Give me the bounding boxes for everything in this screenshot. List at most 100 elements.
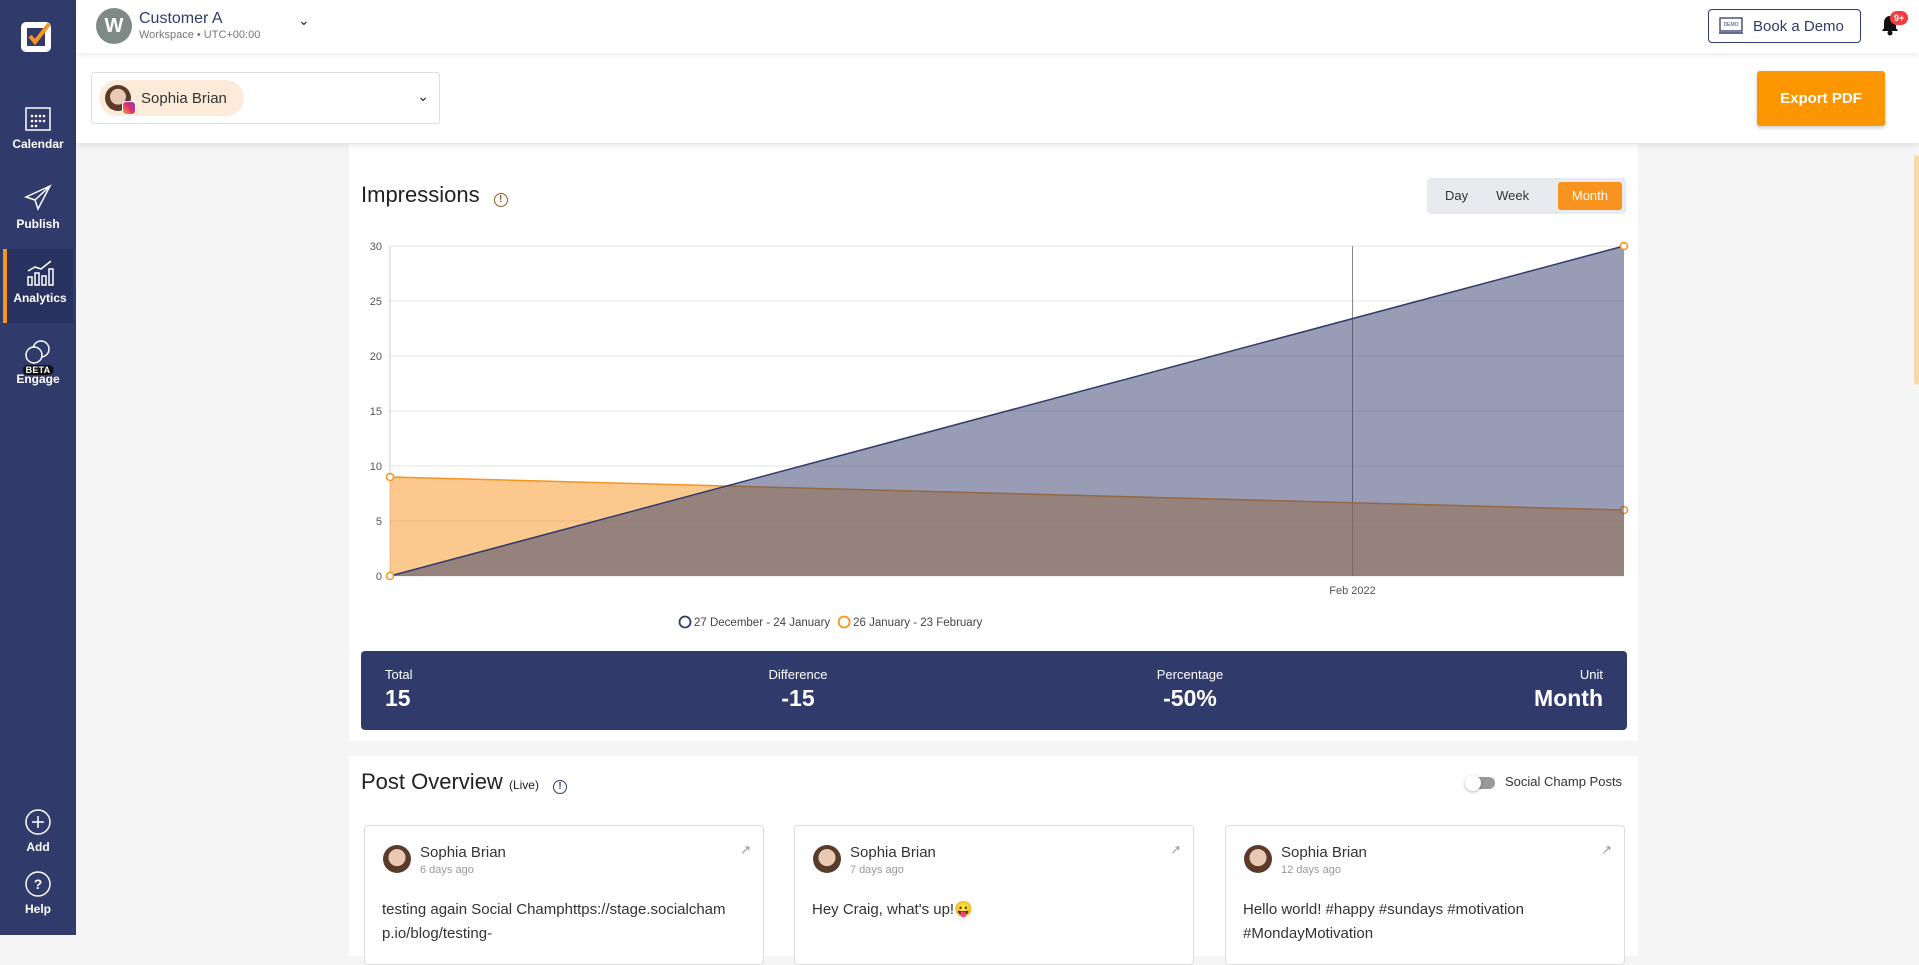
x-tick-label: Feb 2022 (1329, 585, 1375, 597)
profile-select[interactable]: Sophia Brian ⌄ (91, 72, 440, 124)
help-label: Help (24, 902, 51, 916)
y-tick-label: 10 (370, 461, 382, 473)
post-author: Sophia Brian (1281, 844, 1367, 861)
engage-icon-wrap: BETA (21, 338, 55, 375)
tab-month[interactable]: Month (1557, 182, 1622, 210)
y-tick-label: 30 (370, 241, 382, 253)
post-time: 12 days ago (1281, 864, 1341, 876)
notification-badge: 9+ (1890, 11, 1909, 25)
add-label: Add (26, 840, 50, 854)
sidebar-item-label: Publish (16, 217, 60, 231)
legend-label: 27 December - 24 January (694, 617, 830, 629)
summary-label: Difference (768, 667, 828, 682)
post-time: 7 days ago (850, 864, 904, 876)
plus-circle-icon (25, 809, 51, 835)
legend-marker (678, 615, 692, 629)
post-time: 6 days ago (420, 864, 474, 876)
data-point (385, 472, 395, 482)
chevron-down-icon[interactable]: ⌄ (298, 12, 310, 28)
sidebar-item-label: Engage (16, 372, 60, 386)
post-text: testing again Social Champhttps://stage.… (382, 901, 726, 942)
book-demo-button[interactable]: DEMO Book a Demo (1708, 9, 1861, 43)
info-icon[interactable]: ! (553, 780, 568, 794)
sidebar-item-label: Calendar (12, 137, 64, 151)
chat-bubbles-icon (25, 340, 50, 364)
y-tick-label: 5 (376, 516, 382, 528)
y-tick-label: 25 (370, 296, 382, 308)
summary-label: Total (385, 667, 413, 682)
impressions-chart: 0 5 10 15 20 25 30 Feb 2022 27 December - 24 Jan… (370, 241, 1629, 629)
summary-difference: Difference -15 (743, 667, 853, 712)
summary-label: Percentage (1156, 667, 1224, 682)
post-card[interactable]: Sophia Brian 7 days ago ↗ Hey Craig, wha… (794, 825, 1194, 965)
series-line (389, 245, 1625, 577)
post-text: Hey Craig, what's up!😛 (812, 901, 973, 918)
summary-value: -15 (781, 685, 815, 711)
help-button[interactable]: ? Help (0, 862, 76, 938)
external-link-icon[interactable]: ↗ (1601, 842, 1612, 857)
summary-value: Month (1534, 685, 1603, 711)
social-champ-posts-toggle[interactable] (1465, 775, 1495, 791)
post-overview-card: Post Overview (Live) ! Social Champ Post… (349, 756, 1638, 965)
info-icon[interactable]: ! (493, 193, 508, 207)
y-tick-label: 15 (370, 406, 382, 418)
summary-bar: Total 15 Difference -15 Percentage -50% Uni… (361, 651, 1627, 730)
workspace-avatar[interactable]: W (96, 8, 132, 44)
chevron-down-icon[interactable]: ⌄ (417, 88, 429, 104)
svg-text:DEMO: DEMO (1724, 22, 1739, 28)
period-tabs: Day Week Month (1427, 178, 1626, 214)
tab-day[interactable]: Day (1445, 188, 1469, 203)
impressions-card: Impressions ! Day Week Month 0 5 10 15 20 25 3… (349, 144, 1638, 741)
impressions-section-title: Impressions ! (361, 182, 508, 208)
legend-label: 26 January - 23 February (853, 617, 982, 629)
scrollbar[interactable] (1914, 155, 1919, 385)
data-point (385, 571, 395, 581)
summary-unit: Unit Month (1534, 667, 1603, 712)
add-button[interactable]: Add (0, 800, 76, 876)
export-pdf-button[interactable]: Export PDF (1757, 71, 1885, 126)
profile-chip[interactable]: Sophia Brian (99, 80, 244, 116)
impressions-title: Impressions (361, 182, 480, 207)
y-tick-label: 20 (370, 351, 382, 363)
profile-name: Sophia Brian (141, 89, 227, 107)
sidebar-item-calendar[interactable]: Calendar (0, 95, 76, 171)
filter-bar: Sophia Brian ⌄ Export PDF (76, 53, 1919, 143)
sidebar-item-publish[interactable]: Publish (0, 175, 76, 251)
calendar-icon (25, 107, 51, 131)
post-card[interactable]: Sophia Brian 12 days ago ↗ Hello world! … (1225, 825, 1625, 965)
live-label: (Live) (508, 778, 539, 792)
post-author: Sophia Brian (850, 844, 936, 861)
svg-text:?: ? (34, 876, 43, 892)
workspace-subtitle: Workspace • UTC+00:00 (139, 29, 261, 41)
sidebar-item-engage[interactable]: BETA Engage (0, 330, 76, 406)
tab-week[interactable]: Week (1496, 188, 1530, 203)
external-link-icon[interactable]: ↗ (1170, 842, 1181, 857)
workspace-name[interactable]: Customer A (139, 10, 223, 27)
sidebar: Calendar Publish Analytics BETA Engage A… (0, 0, 76, 935)
top-bar: W Customer A Workspace • UTC+00:00 ⌄ DEM… (76, 0, 1919, 53)
beta-badge: BETA (22, 365, 54, 375)
demo-screen-icon: DEMO (1719, 17, 1743, 34)
book-demo-label: Book a Demo (1753, 17, 1844, 35)
analytics-icon (27, 260, 54, 286)
app-logo[interactable] (18, 16, 58, 56)
sidebar-item-analytics[interactable]: Analytics (3, 249, 73, 323)
post-card[interactable]: Sophia Brian 6 days ago ↗ testing again … (364, 825, 764, 965)
summary-percentage: Percentage -50% (1135, 667, 1245, 712)
post-overview-heading: Post Overview (Live) ! (361, 769, 568, 795)
summary-label: Unit (1579, 667, 1603, 682)
external-link-icon[interactable]: ↗ (740, 842, 751, 857)
summary-total: Total 15 (385, 667, 412, 712)
summary-value: 15 (385, 685, 411, 711)
post-avatar (813, 845, 841, 873)
sidebar-item-label: Analytics (13, 291, 67, 305)
instagram-icon (122, 101, 136, 115)
toggle-label: Social Champ Posts (1505, 774, 1623, 789)
help-icon: ? (25, 871, 51, 897)
summary-value: -50% (1163, 685, 1217, 711)
post-text: Hello world! #happy #sundays #motivation… (1243, 901, 1524, 942)
post-author: Sophia Brian (420, 844, 506, 861)
post-avatar (1244, 845, 1272, 873)
y-tick-label: 0 (376, 571, 382, 583)
data-point (1619, 241, 1629, 251)
